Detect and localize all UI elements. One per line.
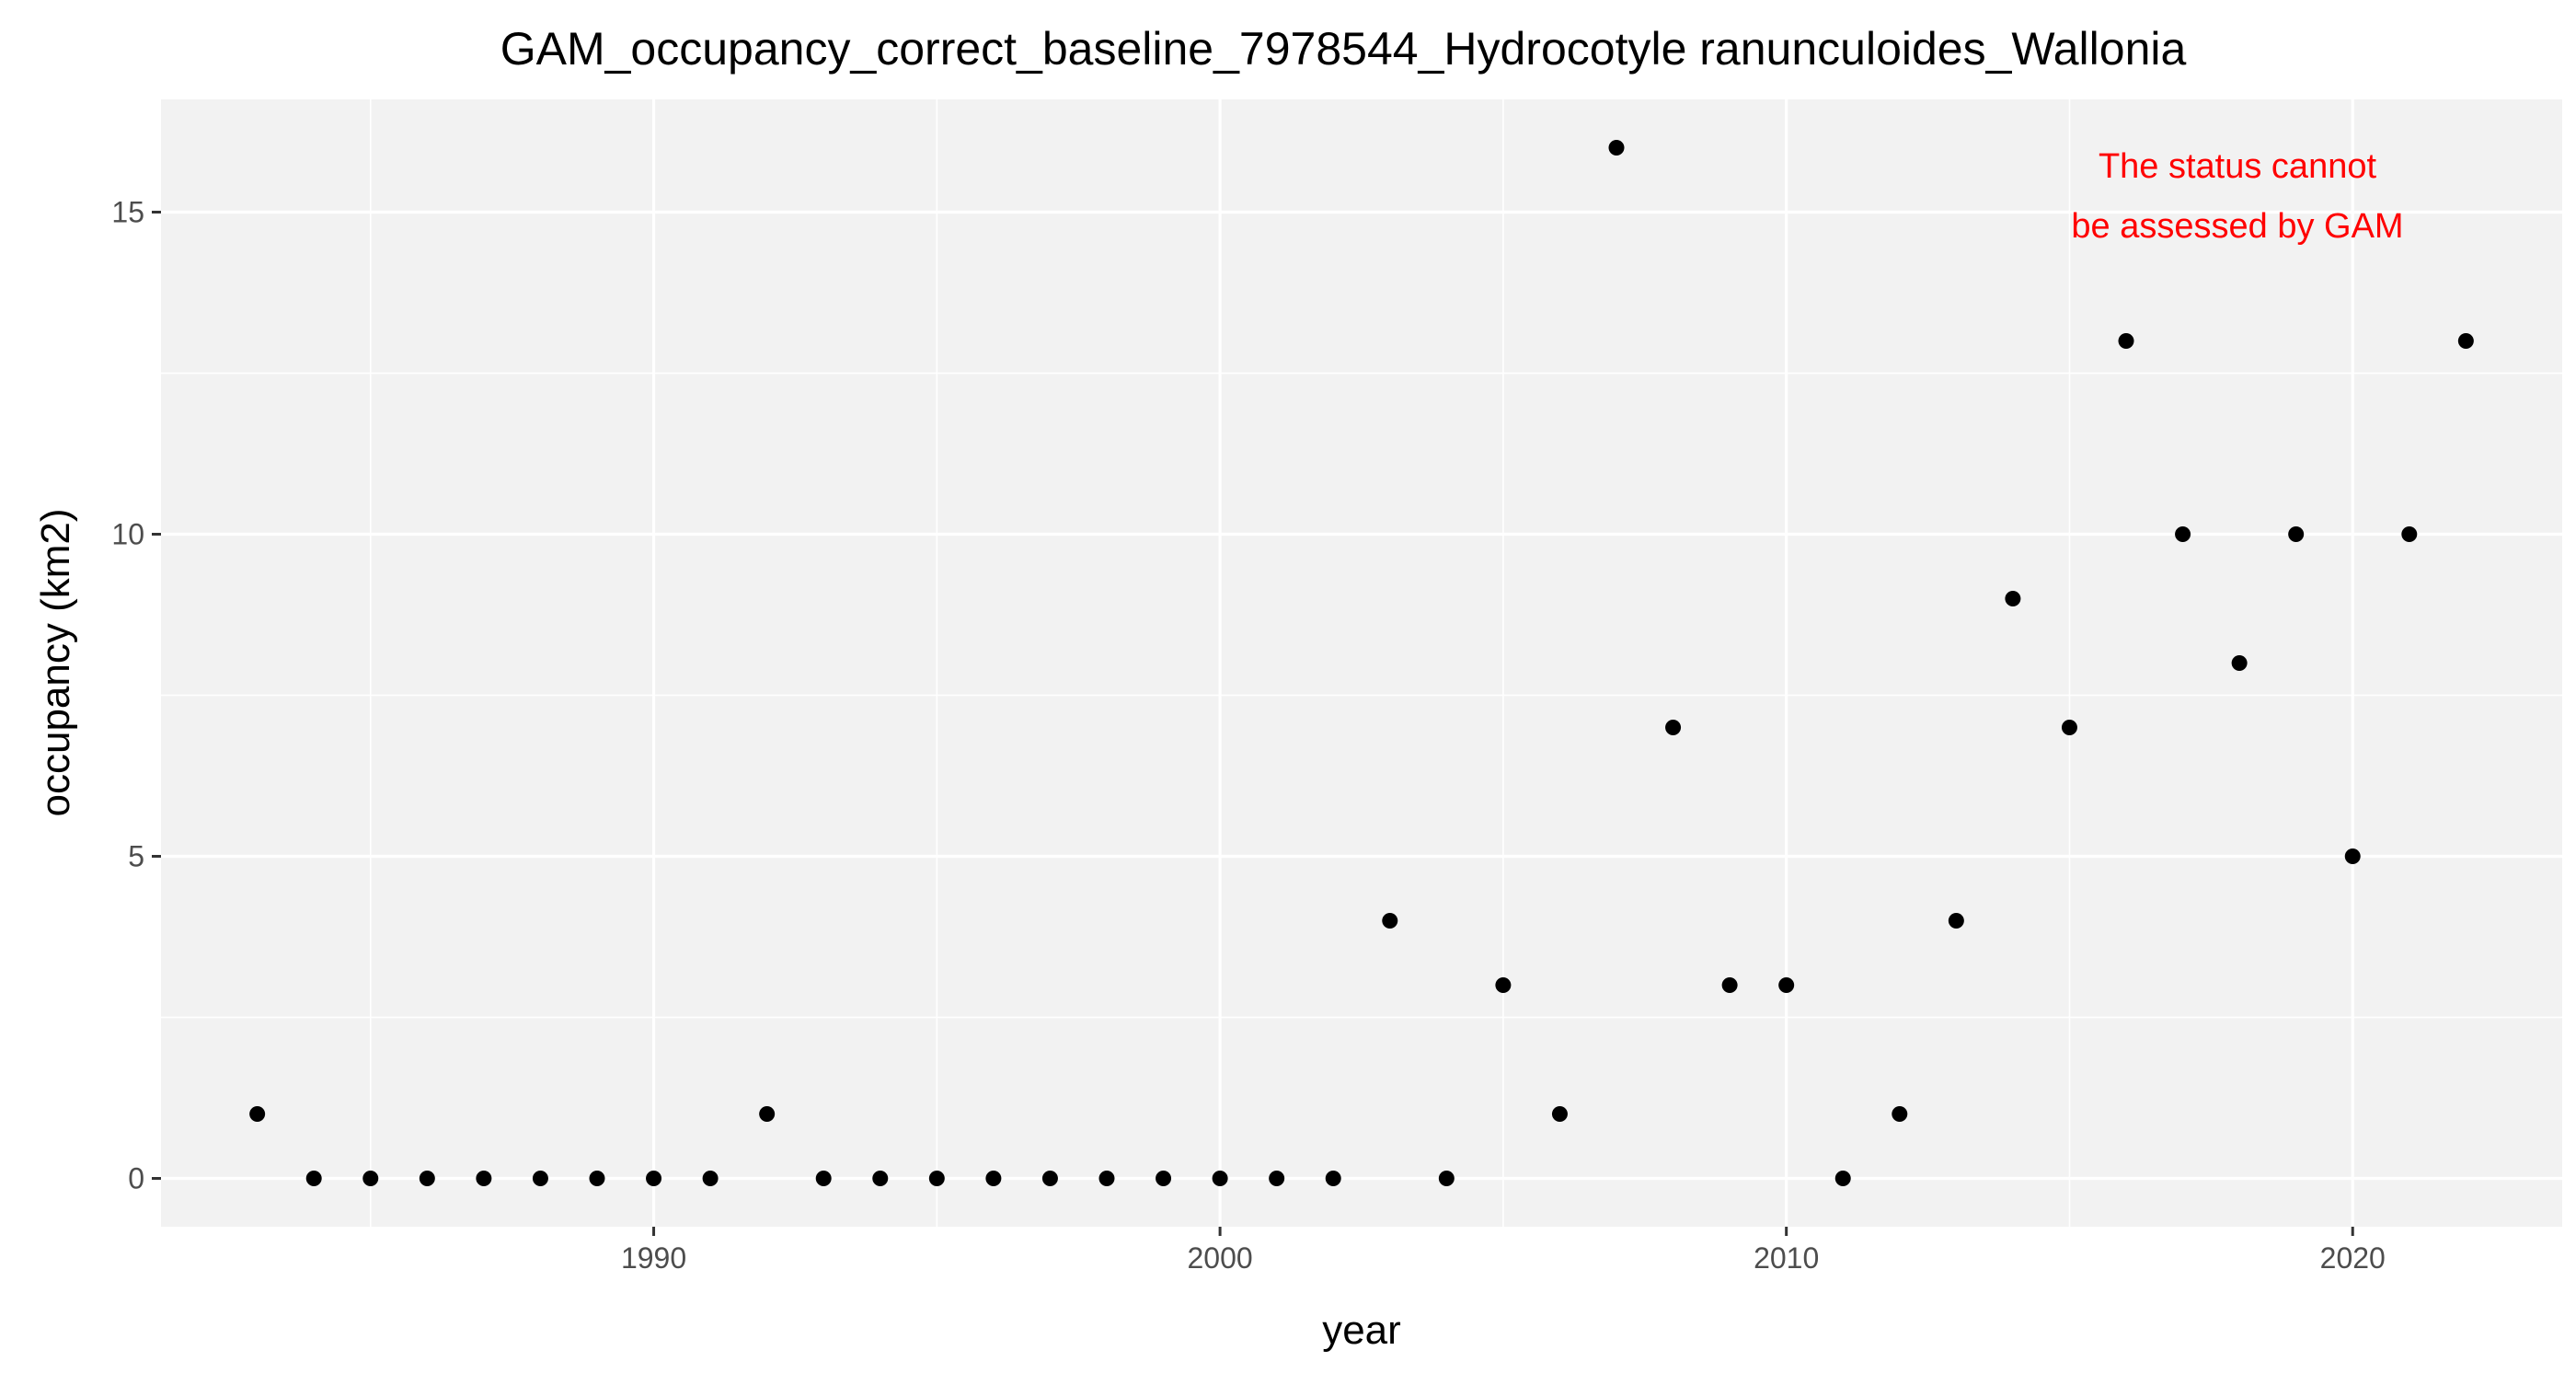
minor-gridlines — [161, 99, 2562, 1227]
x-axis-ticks: 1990 2000 2010 2020 — [621, 1227, 2386, 1275]
data-point — [646, 1171, 662, 1186]
data-point — [362, 1171, 379, 1186]
data-point — [1495, 977, 1512, 993]
data-point — [1892, 1106, 1908, 1122]
data-point — [1608, 140, 1625, 156]
data-point — [985, 1171, 1002, 1186]
x-tick-label: 2010 — [1754, 1241, 1819, 1275]
data-point — [702, 1171, 719, 1186]
chart-title: GAM_occupancy_correct_baseline_7978544_H… — [500, 23, 2187, 75]
data-point — [1156, 1171, 1172, 1186]
y-tick-label: 10 — [111, 518, 144, 551]
data-point — [1948, 913, 1964, 929]
major-gridlines — [161, 99, 2562, 1227]
data-point — [1325, 1171, 1341, 1186]
data-point — [419, 1171, 435, 1186]
y-tick-label: 5 — [128, 840, 144, 873]
data-point — [1665, 720, 1682, 735]
x-tick-label: 2020 — [2320, 1241, 2386, 1275]
data-point — [2118, 333, 2134, 349]
data-point — [2061, 720, 2077, 735]
data-point — [2288, 526, 2305, 542]
data-point — [1382, 913, 1398, 929]
annotation-line-1: The status cannot — [2099, 147, 2377, 186]
data-point — [589, 1171, 605, 1186]
data-point — [1778, 977, 1795, 993]
x-axis-label: year — [1322, 1308, 1401, 1353]
x-tick-label: 1990 — [621, 1241, 686, 1275]
data-point — [2457, 333, 2474, 349]
y-tick-label: 0 — [128, 1162, 144, 1195]
data-points — [249, 140, 2474, 1186]
data-point — [1269, 1171, 1285, 1186]
data-point — [1212, 1171, 1228, 1186]
data-point — [1551, 1106, 1568, 1122]
data-point — [2005, 591, 2021, 606]
data-point — [1721, 977, 1738, 993]
data-point — [815, 1171, 832, 1186]
data-point — [2344, 848, 2361, 864]
data-point — [1834, 1171, 1851, 1186]
data-point — [476, 1171, 492, 1186]
data-point — [532, 1171, 548, 1186]
annotation-line-2: be assessed by GAM — [2071, 207, 2403, 246]
y-axis-ticks: 0 5 10 15 — [111, 196, 161, 1195]
y-axis-label: occupancy (km2) — [33, 508, 78, 816]
plot-panel — [161, 99, 2562, 1227]
data-point — [1098, 1171, 1115, 1186]
data-point — [305, 1171, 322, 1186]
data-point — [2401, 526, 2418, 542]
data-point — [759, 1106, 776, 1122]
y-tick-label: 15 — [111, 196, 144, 229]
data-point — [1438, 1171, 1455, 1186]
x-tick-label: 2000 — [1188, 1241, 1253, 1275]
data-point — [249, 1106, 266, 1122]
data-point — [1041, 1171, 1058, 1186]
data-point — [2231, 655, 2248, 671]
data-point — [928, 1171, 945, 1186]
data-point — [872, 1171, 889, 1186]
data-point — [2175, 526, 2191, 542]
